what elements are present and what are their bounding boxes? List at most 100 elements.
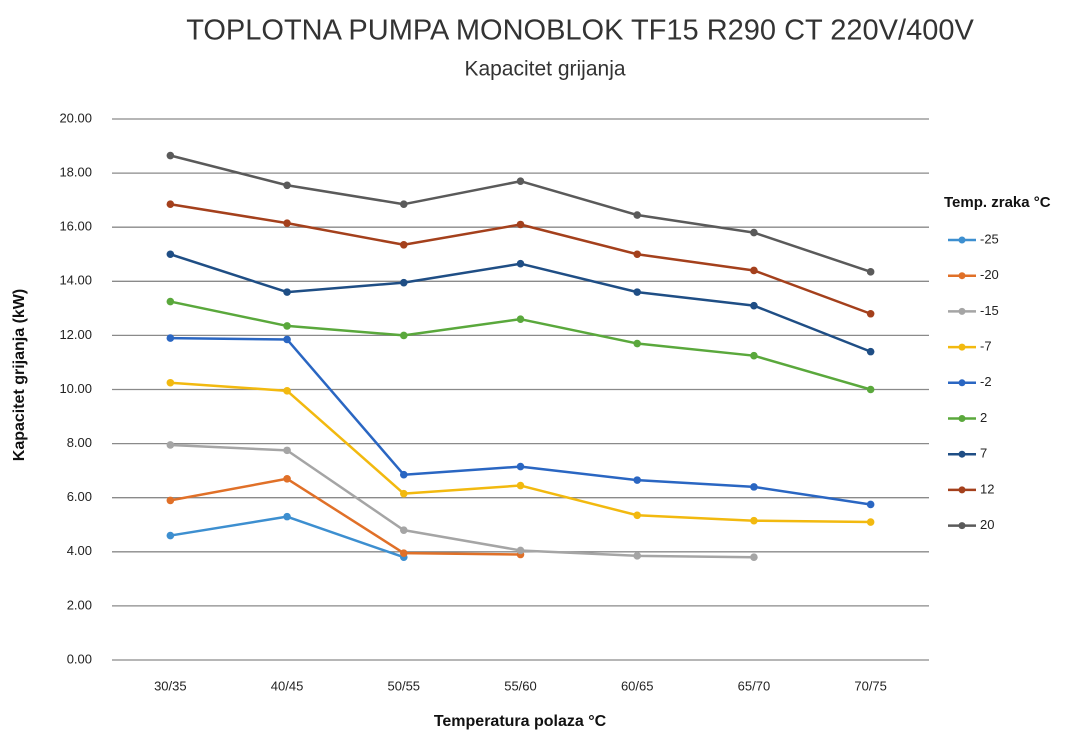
legend-label: 20 [980, 517, 994, 532]
data-point [283, 387, 291, 395]
chart-subtitle: Kapacitet grijanja [464, 58, 625, 81]
legend-label: 7 [980, 446, 987, 461]
data-point [399, 549, 408, 557]
data-point [633, 476, 642, 484]
data-point [166, 297, 175, 306]
series-line [170, 300, 871, 391]
x-tick-label: 65/70 [738, 678, 771, 693]
data-point [399, 278, 408, 287]
y-tick-label: 14.00 [59, 273, 92, 288]
legend-label: -20 [980, 267, 999, 282]
y-tick-label: 6.00 [67, 489, 92, 504]
data-point [633, 552, 642, 560]
data-point [399, 240, 408, 249]
data-point [750, 266, 758, 275]
data-point [750, 483, 758, 491]
y-tick-label: 12.00 [59, 327, 92, 342]
legend-label: 2 [980, 410, 987, 425]
data-point [750, 516, 758, 525]
data-point [866, 268, 875, 276]
x-tick-label: 70/75 [854, 678, 887, 693]
data-point [166, 496, 175, 505]
data-point [166, 378, 175, 387]
series-line [170, 336, 871, 506]
data-point [283, 288, 291, 296]
data-point [516, 220, 525, 229]
legend-marker [958, 415, 966, 422]
data-point [516, 315, 525, 323]
legend-marker [958, 236, 966, 244]
data-point [750, 351, 758, 360]
chart-title: TOPLOTNA PUMPA MONOBLOK TF15 R290 CT 220… [186, 15, 974, 47]
data-point [283, 512, 291, 521]
data-point [516, 462, 525, 471]
data-point [166, 441, 175, 449]
y-tick-label: 2.00 [67, 597, 92, 612]
data-point [399, 200, 408, 209]
y-tick-label: 18.00 [59, 165, 92, 180]
data-point [516, 546, 525, 555]
data-point [516, 259, 525, 268]
data-point [866, 347, 875, 356]
data-point [750, 228, 758, 237]
data-point [166, 250, 175, 259]
legend-title: Temp. zraka °C [944, 194, 1051, 211]
x-tick-label: 30/35 [154, 678, 187, 693]
data-point [633, 339, 642, 348]
legend-label: 12 [980, 481, 994, 496]
x-tick-label: 50/55 [388, 678, 421, 693]
data-point [516, 177, 525, 186]
series-line [170, 477, 521, 556]
x-tick-label: 60/65 [621, 678, 654, 693]
y-axis-title: Kapacitet grijanja (kW) [11, 289, 28, 461]
data-point [633, 250, 642, 259]
data-point [166, 200, 175, 209]
legend-label: -2 [980, 374, 992, 389]
data-point [283, 181, 291, 190]
y-tick-label: 20.00 [59, 110, 92, 125]
legend-marker [958, 450, 966, 458]
x-tick-label: 55/60 [504, 678, 537, 693]
data-point [633, 211, 642, 219]
data-point [750, 553, 758, 562]
legend-label: -25 [980, 231, 999, 246]
data-point [283, 474, 291, 483]
y-tick-label: 10.00 [59, 381, 92, 396]
y-tick-label: 0.00 [67, 651, 92, 666]
series-line [170, 443, 754, 559]
data-point [283, 335, 291, 344]
data-point [283, 446, 291, 455]
series-line [170, 515, 405, 559]
x-axis-title: Temperatura polaza °C [434, 713, 607, 730]
data-point [866, 500, 875, 509]
data-point [633, 288, 642, 296]
y-tick-label: 16.00 [59, 219, 92, 234]
legend-marker [958, 379, 966, 387]
legend-marker [958, 343, 966, 351]
legend-marker [958, 307, 966, 315]
x-tick-label: 40/45 [271, 678, 304, 693]
data-point [866, 309, 875, 318]
legend-label: -15 [980, 303, 999, 318]
data-point [166, 531, 175, 540]
data-point [166, 151, 175, 160]
series-line [169, 253, 872, 353]
series-line [170, 381, 871, 524]
y-tick-label: 4.00 [67, 543, 92, 558]
y-tick-label: 8.00 [67, 435, 92, 450]
data-point [633, 511, 642, 520]
series-line [170, 202, 872, 315]
data-point [866, 518, 875, 526]
data-point [166, 334, 175, 342]
data-point [750, 301, 758, 310]
data-point [866, 385, 875, 394]
data-point [399, 526, 408, 534]
legend-marker [958, 272, 966, 280]
data-point [399, 331, 408, 340]
data-point [399, 489, 408, 498]
legend-marker [958, 486, 966, 494]
data-point [283, 219, 291, 227]
legend-label: -7 [980, 339, 992, 354]
data-point [516, 481, 525, 490]
